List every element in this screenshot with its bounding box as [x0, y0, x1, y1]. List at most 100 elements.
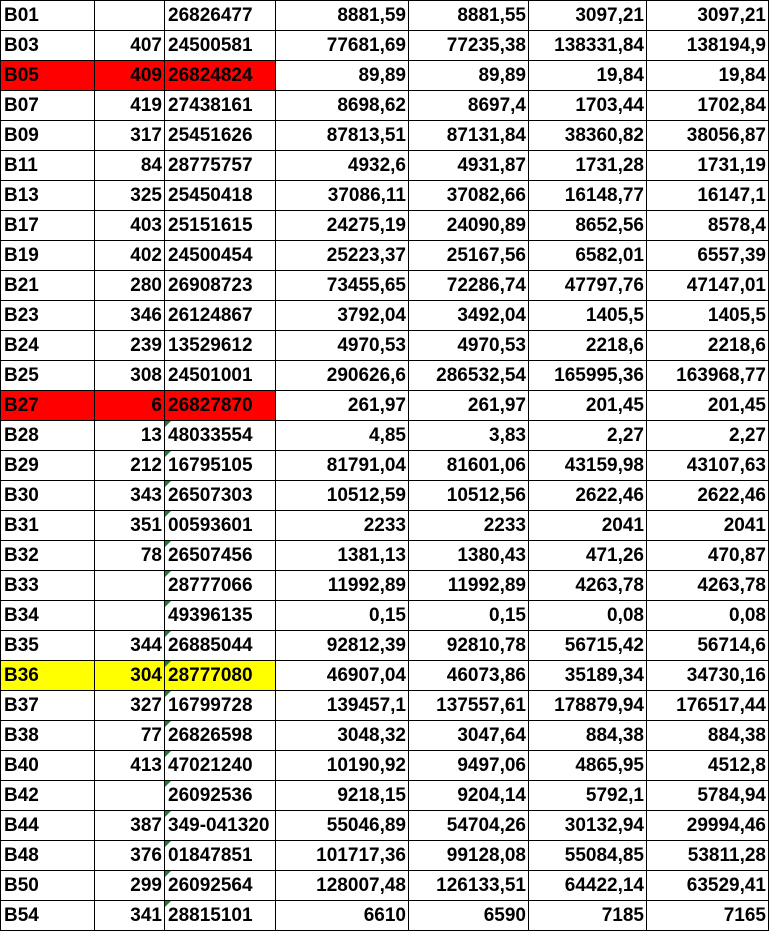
cell-value-4[interactable]: 2,27	[646, 420, 769, 451]
cell-value-3[interactable]: 2,27	[528, 420, 647, 451]
cell-number[interactable]: 413	[94, 750, 165, 781]
cell-value-1[interactable]: 3792,04	[275, 300, 409, 331]
cell-value-2[interactable]: 261,97	[408, 390, 529, 421]
cell-id[interactable]: 26908723	[164, 270, 276, 301]
cell-value-4[interactable]: 884,38	[646, 720, 769, 751]
cell-value-1[interactable]: 290626,6	[275, 360, 409, 391]
cell-code[interactable]: B29	[0, 450, 95, 481]
cell-code[interactable]: B07	[0, 90, 95, 121]
cell-value-3[interactable]: 2218,6	[528, 330, 647, 361]
cell-value-3[interactable]: 56715,42	[528, 630, 647, 661]
cell-id[interactable]: 13529612	[164, 330, 276, 361]
cell-code[interactable]: B48	[0, 840, 95, 871]
cell-value-1[interactable]: 77681,69	[275, 30, 409, 61]
cell-value-1[interactable]: 37086,11	[275, 180, 409, 211]
cell-number[interactable]: 343	[94, 480, 165, 511]
cell-id[interactable]: 26507303	[164, 480, 276, 511]
cell-code[interactable]: B35	[0, 630, 95, 661]
cell-value-2[interactable]: 89,89	[408, 60, 529, 91]
cell-value-4[interactable]: 63529,41	[646, 870, 769, 901]
cell-number[interactable]: 304	[94, 660, 165, 691]
cell-value-2[interactable]: 3,83	[408, 420, 529, 451]
cell-code[interactable]: B30	[0, 480, 95, 511]
cell-value-2[interactable]: 6590	[408, 900, 529, 931]
cell-value-3[interactable]: 35189,34	[528, 660, 647, 691]
cell-code[interactable]: B42	[0, 780, 95, 811]
cell-number[interactable]: 280	[94, 270, 165, 301]
cell-code[interactable]: B11	[0, 150, 95, 181]
cell-value-1[interactable]: 10512,59	[275, 480, 409, 511]
cell-value-4[interactable]: 8578,4	[646, 210, 769, 241]
cell-value-3[interactable]: 138331,84	[528, 30, 647, 61]
cell-number[interactable]: 299	[94, 870, 165, 901]
cell-value-3[interactable]: 16148,77	[528, 180, 647, 211]
cell-id[interactable]: 26827870	[164, 390, 276, 421]
cell-value-4[interactable]: 7165	[646, 900, 769, 931]
cell-number[interactable]: 419	[94, 90, 165, 121]
cell-id[interactable]: 01847851	[164, 840, 276, 871]
cell-value-1[interactable]: 73455,65	[275, 270, 409, 301]
cell-value-4[interactable]: 1702,84	[646, 90, 769, 121]
cell-id[interactable]: 00593601	[164, 510, 276, 541]
cell-value-4[interactable]: 4512,8	[646, 750, 769, 781]
cell-id[interactable]: 26826598	[164, 720, 276, 751]
cell-code[interactable]: B24	[0, 330, 95, 361]
cell-id[interactable]: 28777066	[164, 570, 276, 601]
cell-number[interactable]: 317	[94, 120, 165, 151]
cell-number[interactable]: 387	[94, 810, 165, 841]
cell-code[interactable]: B31	[0, 510, 95, 541]
cell-code[interactable]: B05	[0, 60, 95, 91]
cell-value-4[interactable]: 34730,16	[646, 660, 769, 691]
cell-value-2[interactable]: 24090,89	[408, 210, 529, 241]
cell-id[interactable]: 26507456	[164, 540, 276, 571]
cell-value-1[interactable]: 87813,51	[275, 120, 409, 151]
cell-number[interactable]: 239	[94, 330, 165, 361]
cell-code[interactable]: B37	[0, 690, 95, 721]
cell-number[interactable]: 13	[94, 420, 165, 451]
cell-value-2[interactable]: 0,15	[408, 600, 529, 631]
cell-value-3[interactable]: 0,08	[528, 600, 647, 631]
cell-value-2[interactable]: 87131,84	[408, 120, 529, 151]
cell-value-2[interactable]: 46073,86	[408, 660, 529, 691]
cell-number[interactable]: 346	[94, 300, 165, 331]
cell-code[interactable]: B36	[0, 660, 95, 691]
cell-value-3[interactable]: 4263,78	[528, 570, 647, 601]
cell-number[interactable]: 6	[94, 390, 165, 421]
cell-value-4[interactable]: 2218,6	[646, 330, 769, 361]
cell-number[interactable]: 84	[94, 150, 165, 181]
cell-code[interactable]: B27	[0, 390, 95, 421]
cell-value-4[interactable]: 176517,44	[646, 690, 769, 721]
cell-number[interactable]: 344	[94, 630, 165, 661]
cell-value-1[interactable]: 6610	[275, 900, 409, 931]
cell-value-1[interactable]: 81791,04	[275, 450, 409, 481]
cell-value-3[interactable]: 6582,01	[528, 240, 647, 271]
cell-value-3[interactable]: 1731,28	[528, 150, 647, 181]
cell-value-3[interactable]: 30132,94	[528, 810, 647, 841]
cell-value-4[interactable]: 1731,19	[646, 150, 769, 181]
cell-value-4[interactable]: 6557,39	[646, 240, 769, 271]
cell-id[interactable]: 16799728	[164, 690, 276, 721]
cell-value-1[interactable]: 1381,13	[275, 540, 409, 571]
cell-value-1[interactable]: 0,15	[275, 600, 409, 631]
cell-value-1[interactable]: 2233	[275, 510, 409, 541]
cell-value-3[interactable]: 178879,94	[528, 690, 647, 721]
cell-value-3[interactable]: 7185	[528, 900, 647, 931]
cell-value-1[interactable]: 11992,89	[275, 570, 409, 601]
cell-value-1[interactable]: 4932,6	[275, 150, 409, 181]
cell-value-4[interactable]: 38056,87	[646, 120, 769, 151]
cell-number[interactable]: 78	[94, 540, 165, 571]
cell-value-3[interactable]: 4865,95	[528, 750, 647, 781]
cell-value-3[interactable]: 1405,5	[528, 300, 647, 331]
cell-value-3[interactable]: 1703,44	[528, 90, 647, 121]
cell-number[interactable]	[94, 570, 165, 601]
cell-value-2[interactable]: 9497,06	[408, 750, 529, 781]
cell-id[interactable]: 26124867	[164, 300, 276, 331]
cell-value-2[interactable]: 3047,64	[408, 720, 529, 751]
cell-value-1[interactable]: 89,89	[275, 60, 409, 91]
cell-code[interactable]: B03	[0, 30, 95, 61]
cell-value-2[interactable]: 2233	[408, 510, 529, 541]
cell-code[interactable]: B54	[0, 900, 95, 931]
cell-value-3[interactable]: 38360,82	[528, 120, 647, 151]
cell-value-1[interactable]: 4,85	[275, 420, 409, 451]
cell-code[interactable]: B19	[0, 240, 95, 271]
